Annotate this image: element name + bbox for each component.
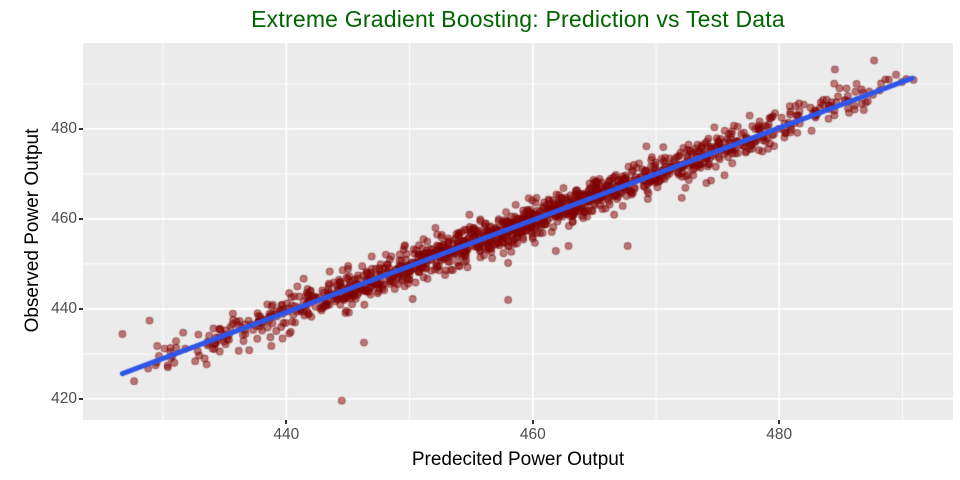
y-tick-mark [79, 217, 83, 220]
y-tick-mark [79, 397, 83, 400]
x-tick-mark [285, 420, 288, 424]
y-axis-title: Observed Power Output [22, 128, 43, 333]
y-tick-label: 460 [51, 209, 77, 227]
y-tick-label: 440 [51, 299, 77, 317]
y-tick-label: 480 [51, 119, 77, 137]
plot-panel [83, 43, 953, 420]
x-axis-title: Predecited Power Output [411, 449, 625, 470]
x-tick-label: 480 [766, 426, 793, 443]
y-tick-mark [79, 307, 83, 310]
x-tick-mark [778, 420, 781, 424]
scatter-plot-canvas [83, 43, 953, 420]
x-tick-mark [531, 420, 534, 424]
x-tick-label: 460 [519, 426, 546, 443]
y-tick-mark [79, 127, 83, 130]
y-tick-label: 420 [51, 389, 77, 407]
chart-title: Extreme Gradient Boosting: Prediction vs… [251, 6, 785, 32]
x-tick-label: 440 [273, 426, 300, 443]
